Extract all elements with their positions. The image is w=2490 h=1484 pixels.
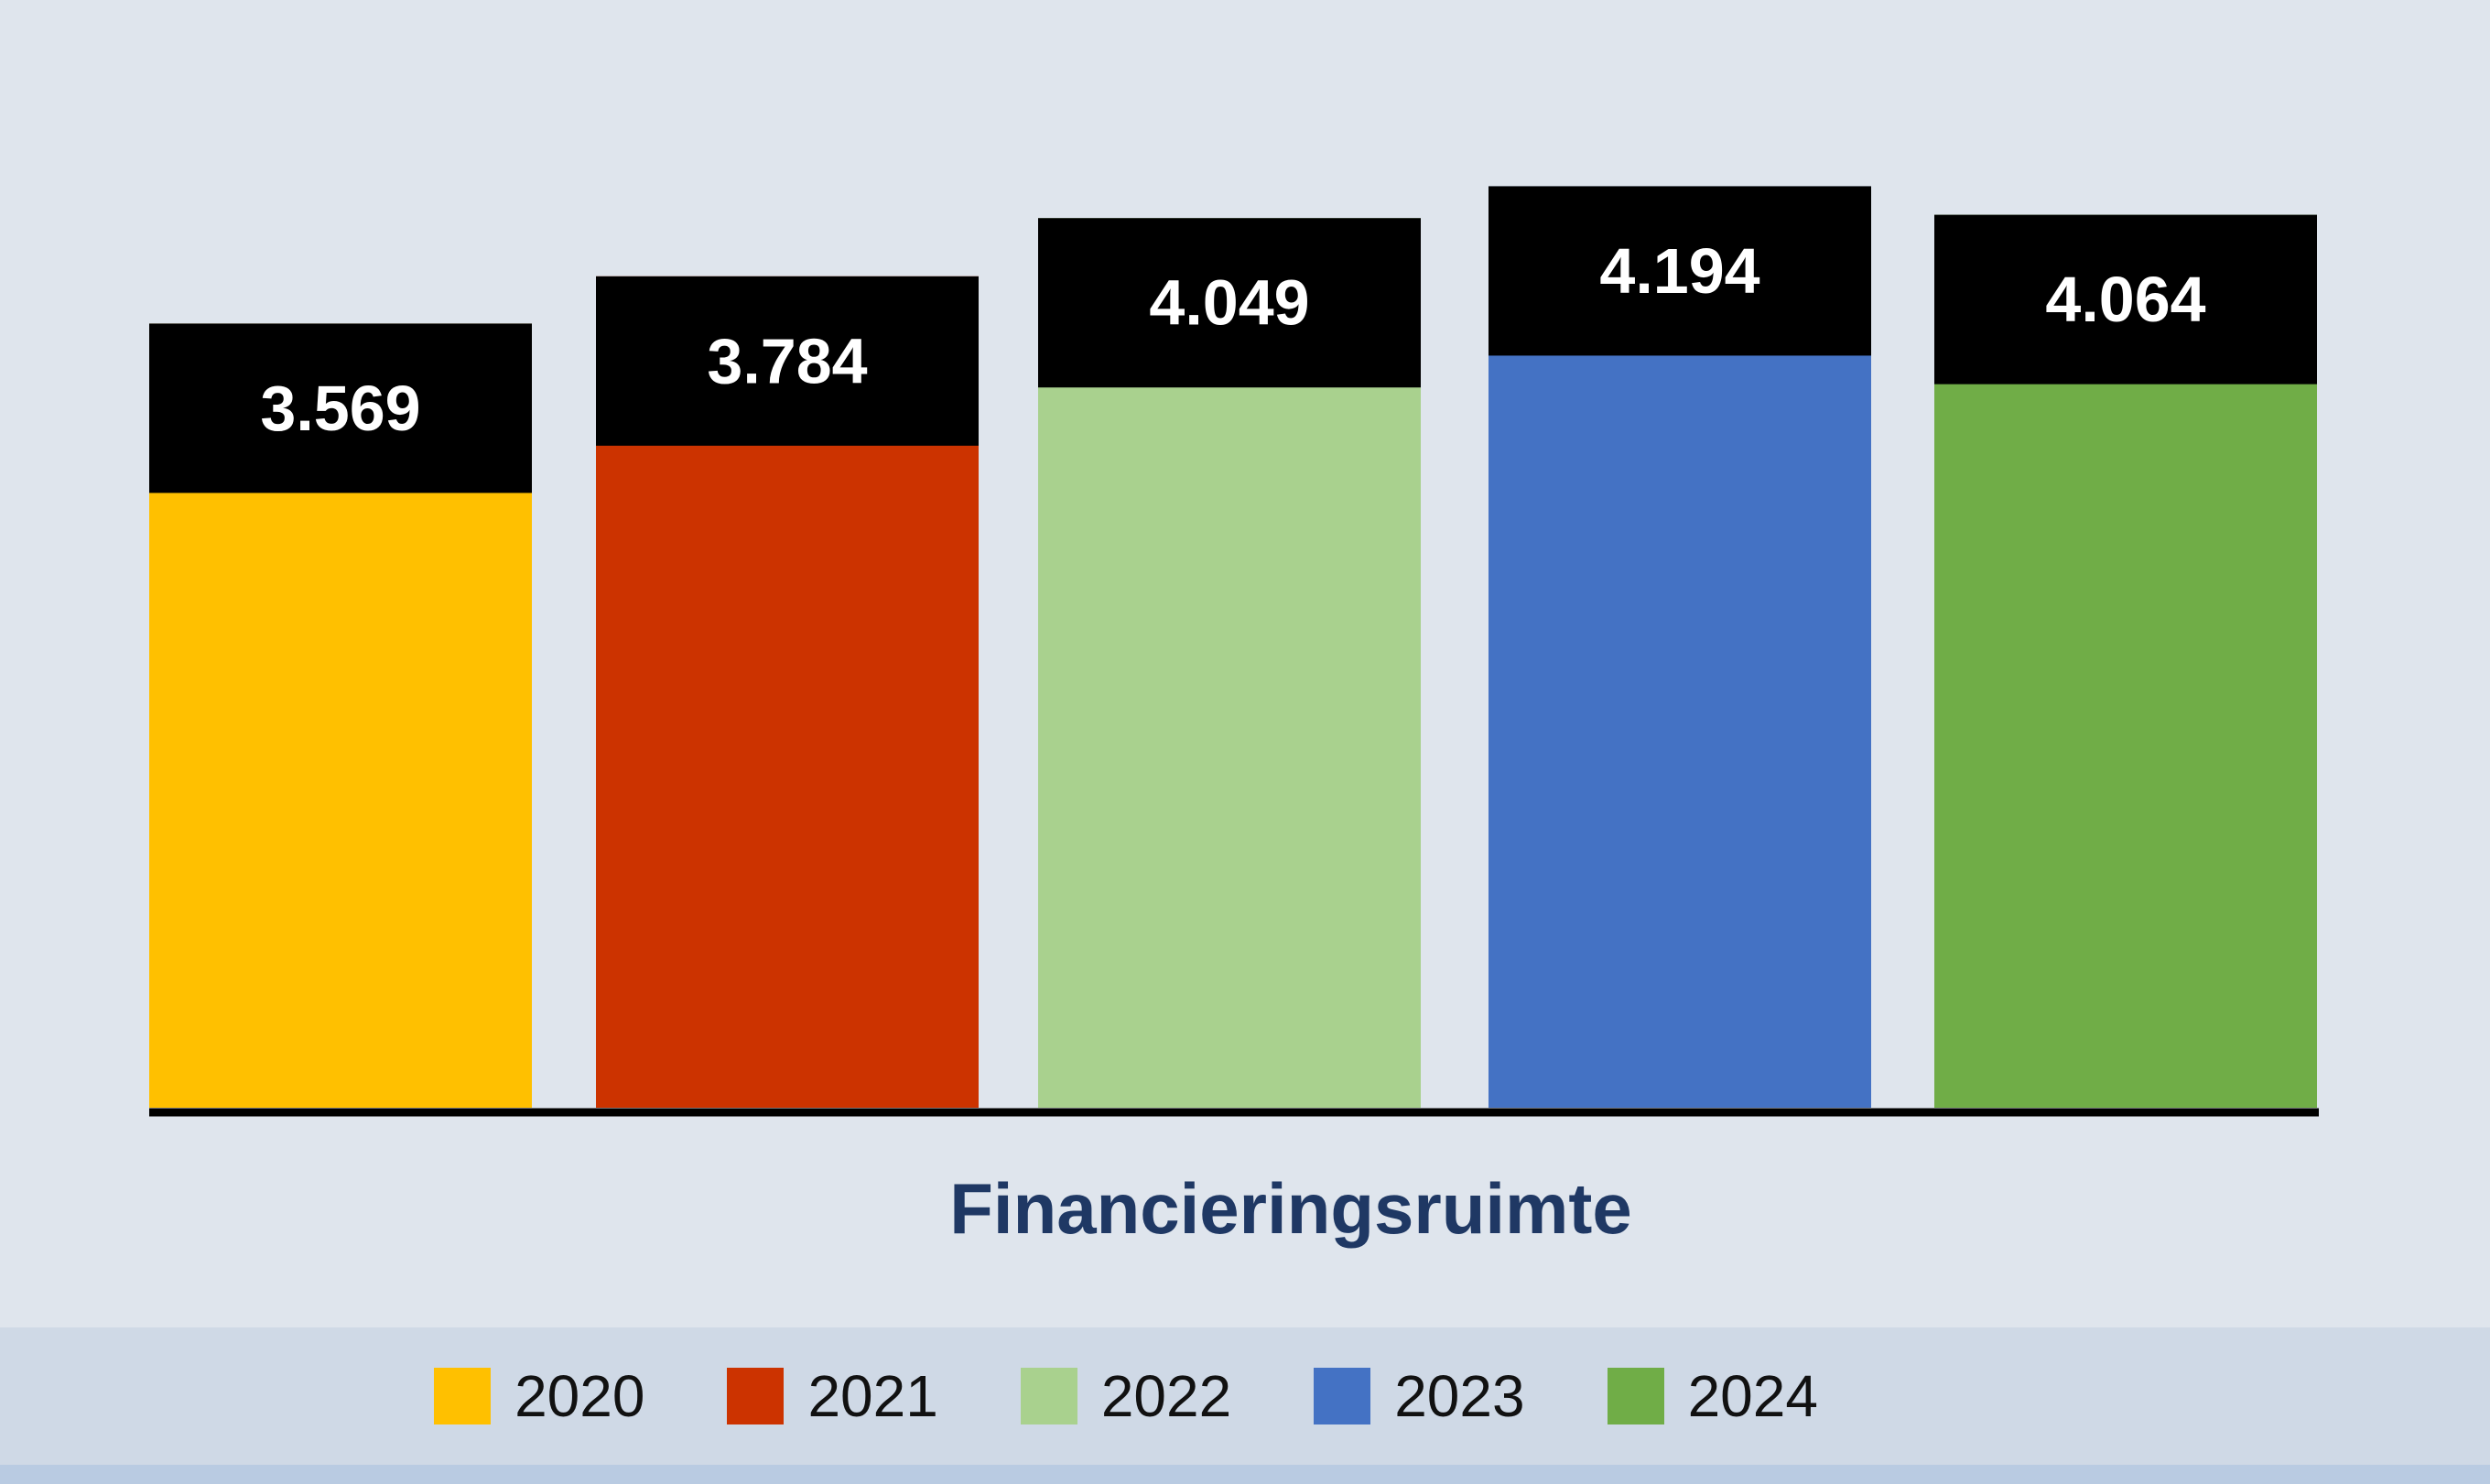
legend-item-2021: 2021 xyxy=(727,1362,938,1430)
data-label-box-2021 xyxy=(596,276,979,446)
legend-label-2021: 2021 xyxy=(807,1363,938,1429)
legend-swatch-2020 xyxy=(434,1368,492,1424)
legend-label-2020: 2020 xyxy=(514,1363,645,1429)
legend-item-2022: 2022 xyxy=(1020,1362,1232,1430)
category-label: Financieringsruimte xyxy=(949,1168,1632,1249)
legend-label-2022: 2022 xyxy=(1100,1363,1232,1429)
legend-band xyxy=(0,1327,2490,1465)
legend-item-2023: 2023 xyxy=(1314,1362,1525,1430)
legend-swatch-2024 xyxy=(1607,1368,1664,1424)
bar-chart: 3.569 3.784 4.049 4.194 4.064 xyxy=(149,186,2319,1117)
legend-label-2024: 2024 xyxy=(1687,1363,1818,1429)
legend-label-2023: 2023 xyxy=(1394,1363,1525,1429)
data-label-2020: 3.569 xyxy=(260,373,420,444)
data-label-2023: 4.194 xyxy=(1599,235,1759,307)
legend: 2020 2021 2022 2023 2024 xyxy=(0,1327,2490,1465)
data-label-box-2024 xyxy=(1934,214,2317,385)
data-label-2024: 4.064 xyxy=(2045,264,2205,335)
data-label-2022: 4.049 xyxy=(1149,267,1309,339)
legend-item-2024: 2024 xyxy=(1607,1362,1818,1430)
bars-group: 3.569 3.784 4.049 4.194 4.064 xyxy=(149,186,2317,1109)
legend-swatch-2022 xyxy=(1020,1368,1077,1424)
data-label-box-2022 xyxy=(1038,218,1421,388)
data-label-2021: 3.784 xyxy=(707,325,867,396)
legend-swatch-2023 xyxy=(1314,1368,1371,1424)
legend-item-2020: 2020 xyxy=(434,1362,644,1430)
data-label-box-2020 xyxy=(149,323,532,493)
data-label-box-2023 xyxy=(1489,186,1871,356)
legend-swatch-2021 xyxy=(727,1368,785,1424)
bottom-border xyxy=(0,1465,2490,1484)
